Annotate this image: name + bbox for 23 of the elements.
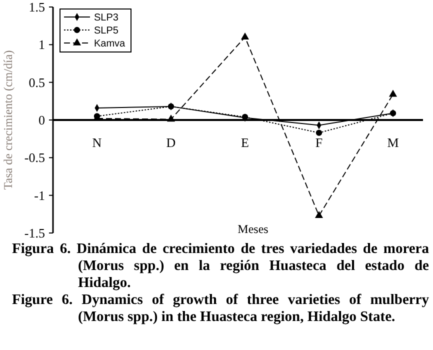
legend-label: Kamva [94, 38, 126, 50]
point [316, 130, 322, 136]
y-tick-label: 1.5 [28, 0, 45, 15]
y-tick-label: 0.5 [28, 74, 45, 90]
point [388, 90, 398, 97]
point [314, 211, 324, 218]
y-tick-label: -0.5 [24, 150, 45, 166]
x-axis-title: Meses [238, 222, 269, 236]
x-tick-label: D [166, 135, 176, 150]
y-tick-label: 1 [38, 37, 45, 52]
legend-label: SLP3 [94, 12, 119, 24]
text: Figura 6. Dinámica de crecimiento de tres variedades de morera (Morus spp.) en la región Huasteca del estado de Hidalgo. [12, 241, 429, 292]
caption: Figure 6. Dynamics of growth of three varieties of mulberry (Morus spp.) in the Huasteca region, Hidalgo State. [12, 292, 429, 326]
x-tick-label: E [241, 135, 250, 150]
point [166, 114, 176, 122]
y-tick-label: -1 [34, 188, 45, 203]
y-tick-label: 0 [38, 112, 45, 128]
y-tick-label: -1.5 [24, 226, 45, 241]
legend-label: SLP5 [94, 26, 119, 36]
x-tick-label: N [92, 135, 102, 150]
x-tick-label: F [315, 135, 323, 150]
x-tick-label: M [387, 135, 400, 150]
y-axis-title: Tasa de crecimiento (cm/día) [1, 50, 15, 190]
